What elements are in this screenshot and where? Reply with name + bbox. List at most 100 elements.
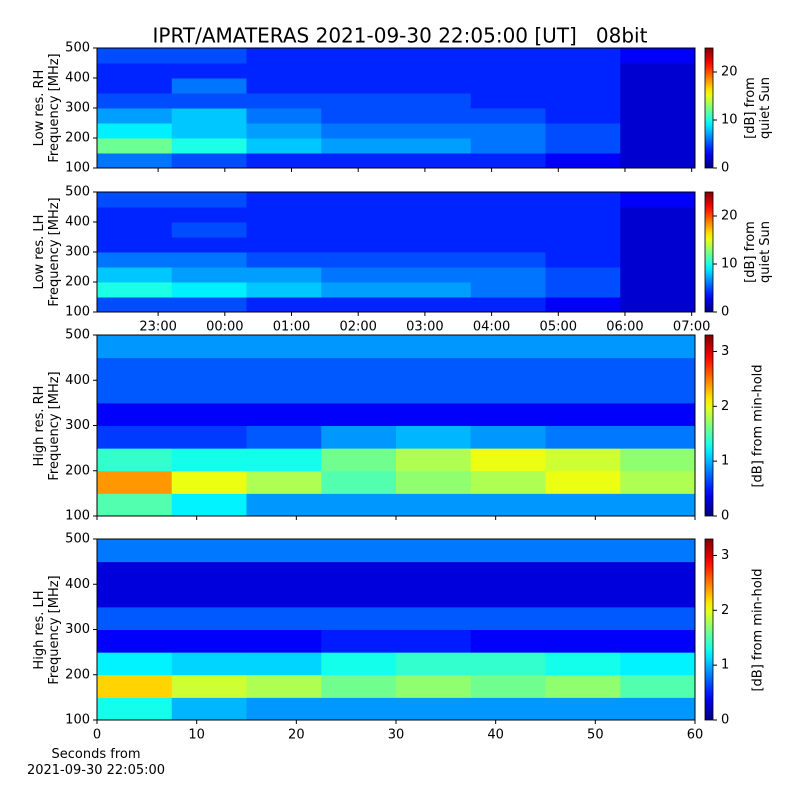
heatmap-cell <box>396 697 472 721</box>
colorbar <box>704 538 714 721</box>
colorbar-tick-label: 3 <box>721 344 729 359</box>
heatmap-cell <box>171 335 247 359</box>
heatmap-cell <box>171 207 247 223</box>
heatmap-cell <box>321 237 397 253</box>
heatmap-cell <box>470 78 546 94</box>
heatmap-cell <box>470 192 546 208</box>
heatmap-cell <box>246 237 322 253</box>
heatmap-cell <box>470 138 546 154</box>
heatmap-cell <box>470 222 546 238</box>
heatmap-cell <box>246 297 322 313</box>
heatmap-cell <box>545 402 621 426</box>
heatmap-cell <box>246 282 322 298</box>
heatmap-cell <box>97 493 173 517</box>
heatmap-cell <box>246 123 322 139</box>
heatmap-cell <box>620 48 696 64</box>
y-tick-label: 100 <box>65 713 90 728</box>
heatmap-cell <box>246 402 322 426</box>
heatmap-cell <box>171 561 247 585</box>
y-tick-label: 200 <box>65 131 90 146</box>
heatmap-cell <box>321 138 397 154</box>
heatmap-cell <box>620 222 696 238</box>
heatmap-cell <box>396 674 472 698</box>
heatmap-cell <box>545 207 621 223</box>
heatmap-cell <box>396 470 472 494</box>
y-axis-label: Low res. LH Frequency [MHz] <box>32 197 62 307</box>
heatmap-cell <box>321 561 397 585</box>
heatmap-cell <box>246 192 322 208</box>
x-tick-label: 10 <box>188 728 205 743</box>
heatmap-cell <box>620 335 696 359</box>
heatmap-cell <box>321 470 397 494</box>
heatmap-cell <box>545 357 621 381</box>
heatmap-cell <box>171 448 247 472</box>
heatmap-cell <box>321 402 397 426</box>
heatmap-cell <box>620 93 696 109</box>
heatmap-cell <box>246 629 322 653</box>
heatmap-cell <box>545 267 621 283</box>
heatmap-cell <box>620 561 696 585</box>
x-tick-label: 01:00 <box>273 320 310 335</box>
colorbar <box>704 47 714 169</box>
heatmap-cell <box>620 380 696 404</box>
heatmap-cell <box>171 282 247 298</box>
heatmap-cell <box>545 606 621 630</box>
heatmap-cell <box>246 222 322 238</box>
heatmap-cell <box>321 267 397 283</box>
heatmap-cell <box>97 652 173 676</box>
y-axis-label: High res. LH Frequency [MHz] <box>32 574 62 685</box>
heatmap-cell <box>545 448 621 472</box>
heatmap-cell <box>97 207 173 223</box>
heatmap-cell <box>470 252 546 268</box>
heatmap-cell <box>396 629 472 653</box>
heatmap-cell <box>321 448 397 472</box>
heatmap-cell <box>321 606 397 630</box>
heatmap-cell <box>620 237 696 253</box>
x-tick-label: 05:00 <box>540 320 577 335</box>
heatmap-cell <box>545 674 621 698</box>
colorbar-tick-label: 2 <box>721 603 729 618</box>
heatmap-cell <box>321 539 397 563</box>
heatmap-cell <box>171 138 247 154</box>
heatmap-cell <box>171 222 247 238</box>
heatmap-cell <box>396 267 472 283</box>
heatmap-cell <box>620 252 696 268</box>
heatmap-cell <box>321 207 397 223</box>
heatmap-cell <box>396 335 472 359</box>
x-tick-label: 20 <box>288 728 305 743</box>
heatmap-cell <box>620 138 696 154</box>
heatmap-cell <box>545 539 621 563</box>
heatmap-cell <box>396 282 472 298</box>
heatmap-cell <box>97 48 173 64</box>
heatmap-cell <box>246 78 322 94</box>
heatmap-cell <box>396 380 472 404</box>
heatmap-cell <box>321 674 397 698</box>
y-tick-label: 500 <box>65 532 90 547</box>
heatmap-cell <box>97 153 173 169</box>
heatmap-cell <box>545 335 621 359</box>
heatmap-cell <box>246 252 322 268</box>
heatmap-cell <box>321 153 397 169</box>
heatmap-cell <box>470 697 546 721</box>
y-tick-label: 500 <box>65 328 90 343</box>
heatmap-cell <box>545 192 621 208</box>
heatmap-cell <box>97 108 173 124</box>
colorbar-tick-label: 10 <box>721 113 738 128</box>
heatmap-cell <box>470 493 546 517</box>
heatmap-cell <box>620 153 696 169</box>
heatmap-cell <box>246 493 322 517</box>
heatmap-cell <box>545 48 621 64</box>
y-tick-label: 300 <box>65 101 90 116</box>
heatmap-cell <box>470 380 546 404</box>
heatmap-cell <box>246 357 322 381</box>
heatmap-cell <box>321 222 397 238</box>
heatmap-cell <box>171 297 247 313</box>
heatmap-cell <box>171 380 247 404</box>
heatmap-cell <box>97 222 173 238</box>
heatmap-cell <box>171 252 247 268</box>
heatmap-cell <box>171 237 247 253</box>
heatmap-cell <box>620 108 696 124</box>
heatmap-cell <box>246 63 322 79</box>
y-tick-label: 400 <box>65 373 90 388</box>
heatmap-cell <box>97 357 173 381</box>
